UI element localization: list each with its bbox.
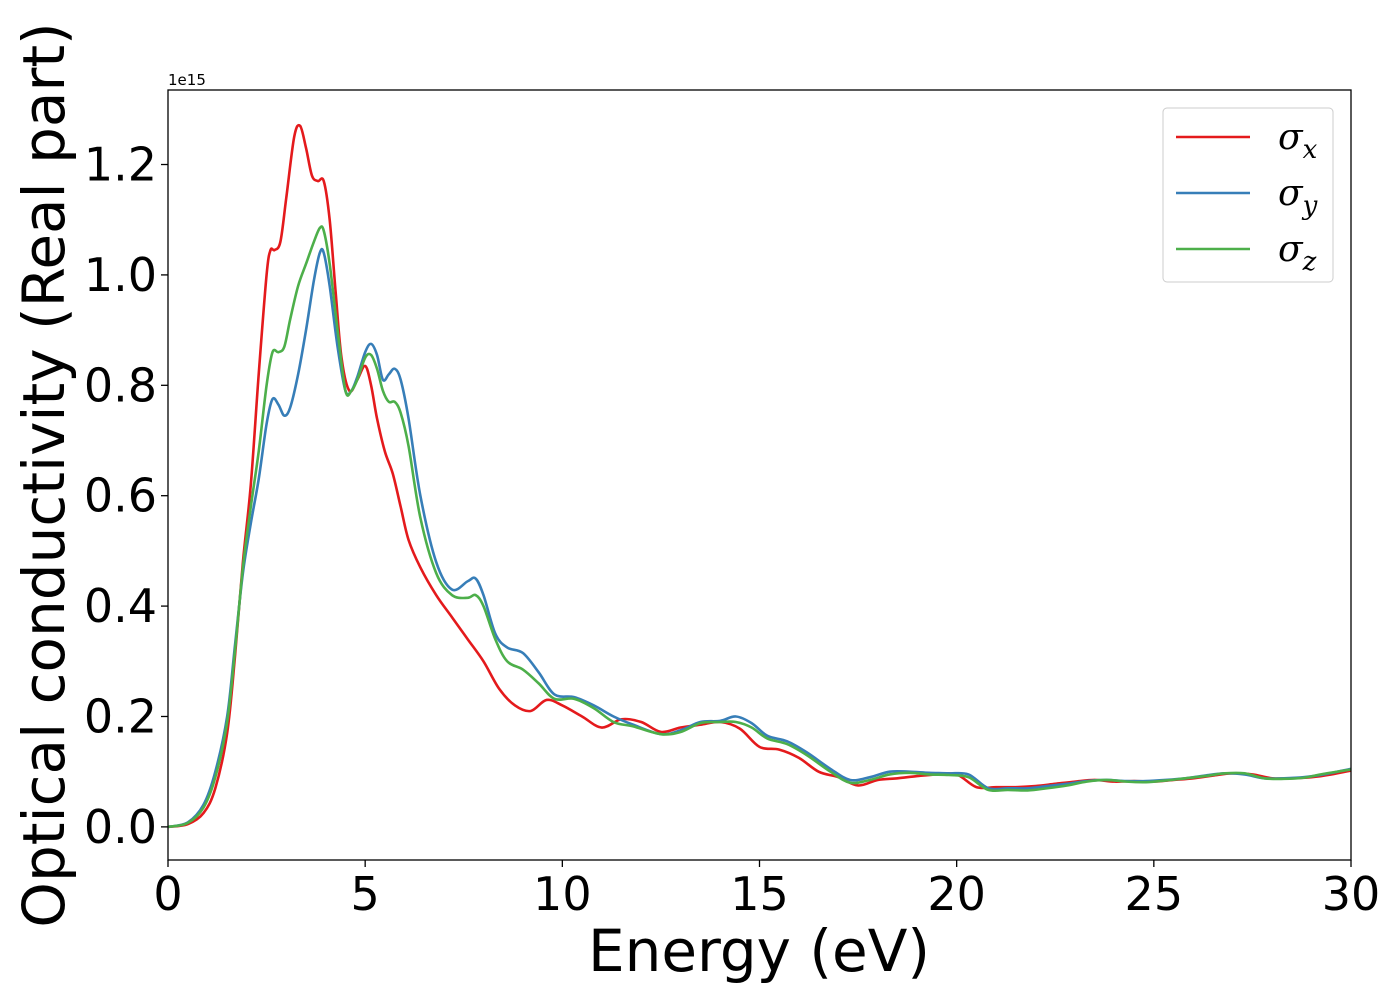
y-axis-title: Optical conductivity (Real part) bbox=[10, 22, 78, 927]
y-tick-label: 1.0 bbox=[84, 248, 157, 302]
x-tick-label: 25 bbox=[1125, 867, 1184, 921]
x-axis-ticks: 0 5 10 15 20 25 30 bbox=[153, 860, 1380, 921]
x-tick-label: 5 bbox=[351, 867, 380, 921]
y-tick-label: 0.6 bbox=[84, 469, 157, 523]
legend-box bbox=[1162, 107, 1334, 283]
x-tick-label: 20 bbox=[927, 867, 986, 921]
y-axis-ticks: 0.0 0.2 0.4 0.6 0.8 1.0 1.2 bbox=[84, 138, 168, 854]
legend: σx σy σz bbox=[1162, 107, 1334, 283]
y-offset-label: 1e15 bbox=[168, 71, 206, 89]
x-axis-title: Energy (eV) bbox=[588, 917, 930, 985]
y-tick-label: 1.2 bbox=[84, 138, 157, 192]
x-tick-label: 10 bbox=[533, 867, 592, 921]
y-tick-label: 0.8 bbox=[84, 358, 157, 412]
y-tick-label: 0.4 bbox=[84, 579, 157, 633]
y-tick-label: 0.2 bbox=[84, 689, 157, 743]
series-line-sigma-y bbox=[167, 247, 1352, 829]
x-tick-label: 15 bbox=[730, 867, 789, 921]
series-layer bbox=[167, 123, 1352, 829]
legend-label-sigma-x: σx bbox=[1278, 117, 1318, 165]
x-tick-label: 30 bbox=[1322, 867, 1381, 921]
legend-label-sigma-y: σy bbox=[1278, 173, 1318, 221]
x-tick-label: 0 bbox=[153, 867, 182, 921]
legend-label-sigma-z: σz bbox=[1278, 229, 1317, 277]
y-tick-label: 0.0 bbox=[84, 800, 157, 854]
series-line-sigma-z bbox=[167, 225, 1352, 829]
